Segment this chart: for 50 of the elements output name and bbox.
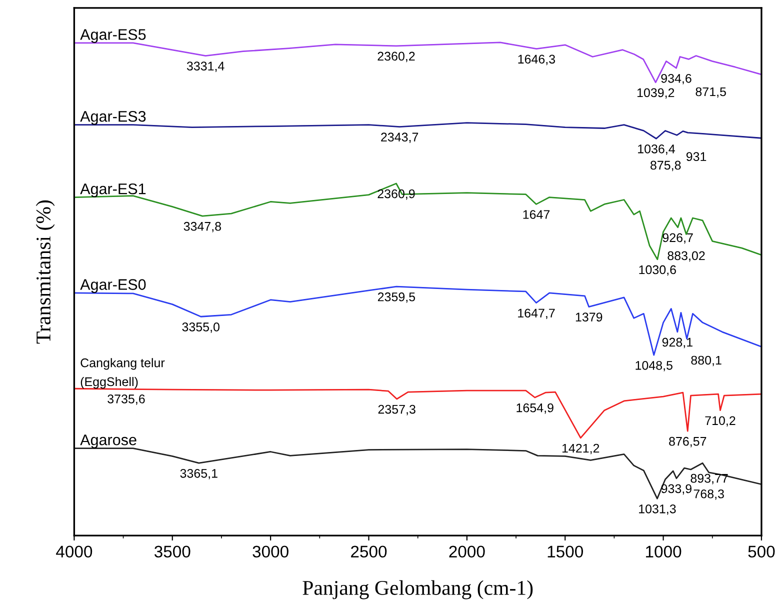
annotation: 3347,8 <box>184 222 221 232</box>
annotation: 1031,3 <box>639 504 676 515</box>
annotation: 1039,2 <box>637 88 674 99</box>
annotation: 2360,9 <box>378 189 415 200</box>
annotation: 871,5 <box>696 87 726 98</box>
annotation: 875,8 <box>650 160 681 172</box>
annotation: 1654,9 <box>516 403 554 414</box>
x-tick-label: 3500 <box>154 546 190 558</box>
annotation: 2359,5 <box>378 292 416 303</box>
series-label: Agar-ES1 <box>80 183 146 198</box>
annotation: 1030,6 <box>639 265 676 276</box>
annotation: 1647,7 <box>518 308 555 320</box>
annotation: 1421,2 <box>562 444 600 454</box>
annotation: 926,7 <box>662 233 693 244</box>
annotation: 2360,2 <box>378 52 415 62</box>
annotation: 768,3 <box>694 489 724 500</box>
x-tick-label: 4000 <box>56 546 92 558</box>
annotation: 3331,4 <box>186 62 224 72</box>
series-label: Agarose <box>80 434 136 448</box>
annotation: 1647 <box>523 210 550 219</box>
series-label: Agar-ES3 <box>80 110 146 125</box>
x-axis-title: Panjang Gelombang (cm-1) <box>302 580 533 600</box>
series-label: Agar-ES0 <box>80 279 146 293</box>
annotation: 931 <box>686 152 706 162</box>
x-tick-label: 2000 <box>449 546 485 558</box>
annotation: 880,1 <box>691 356 722 366</box>
annotation: 893,77 <box>690 474 728 484</box>
annotation: 3365,1 <box>180 468 218 480</box>
annotation: 3355,0 <box>182 322 220 333</box>
x-tick-label: 3000 <box>252 546 288 558</box>
series-label: Cangkang telur (EggShell) <box>80 358 165 389</box>
x-tick-label: 1500 <box>548 546 583 558</box>
annotation: 2343,7 <box>381 132 418 143</box>
annotation: 883,02 <box>668 251 705 262</box>
annotation: 1048,5 <box>636 360 672 372</box>
annotation: 1646,3 <box>518 54 556 66</box>
annotation: 876,57 <box>669 436 706 448</box>
x-tick-label: 2500 <box>351 546 387 558</box>
annotation: 2357,3 <box>378 404 416 416</box>
x-tick-label: 500 <box>748 546 775 558</box>
annotation: 710,2 <box>705 416 736 427</box>
annotation: 3735,6 <box>108 394 145 405</box>
annotation: 928,1 <box>662 338 692 348</box>
series-label: Agar-ES5 <box>80 29 146 43</box>
y-axis-title: Transmitansi (%) <box>36 200 55 344</box>
annotation: 1036,4 <box>638 144 675 155</box>
annotation: 1379 <box>576 312 602 322</box>
annotation: 934,6 <box>661 74 692 84</box>
x-tick-label: 1000 <box>646 546 682 558</box>
annotation: 933,9 <box>661 484 692 495</box>
